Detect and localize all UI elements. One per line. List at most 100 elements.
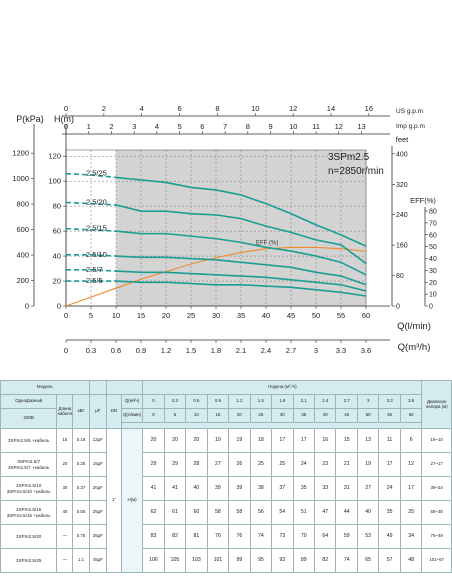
- table-head-value: 73: [271, 524, 294, 549]
- m3h-axis-tick-label: 2.7: [286, 346, 296, 355]
- table-head-value: 17: [378, 452, 401, 477]
- table-head-value: 93: [271, 548, 294, 573]
- head-curve-dashed: [65, 172, 117, 179]
- lmin-axis-tick-label: 30: [212, 311, 220, 320]
- speed-label: n=2850r/min: [328, 166, 384, 177]
- table-head-value: 83: [142, 524, 165, 549]
- q-m3h-value: 0: [142, 394, 165, 409]
- lmin-axis-tick-label: 15: [137, 311, 145, 320]
- eff-axis-tick-label: 60: [429, 232, 437, 239]
- table-head-value: 27: [356, 476, 380, 501]
- p-axis-tick-label: 0: [25, 302, 29, 311]
- table-model-cell: 3SPm2.5/5 +кабель: [0, 428, 58, 453]
- table-head-value: 41: [163, 476, 187, 501]
- eff-curve-label: EFF (%): [256, 241, 278, 247]
- lmin-axis-tick-label: 50: [312, 311, 320, 320]
- table-head-value: 18: [249, 428, 273, 453]
- table-head-value: 11: [378, 428, 401, 453]
- table-head-value: 33: [313, 476, 337, 501]
- eff-axis-tick-label: 30: [429, 268, 437, 275]
- table-row: 3SPm2.5/20—0.75 35µF 83 82 81 76 76 74 73 70 64 59 5…: [0, 524, 452, 549]
- table-head-value: 27: [206, 452, 230, 477]
- q-m3h-value: 0.6: [185, 394, 208, 409]
- table-row: 3SPm2.5/10 3SPm2.5/10 +кабель 30 0.37 20µF 41…: [0, 476, 452, 501]
- table-head-value: 20: [142, 428, 165, 453]
- us-gpm-axis-tick-label: 6: [177, 104, 181, 113]
- lmin-axis-tick-label: 25: [187, 311, 195, 320]
- us-gpm-axis-tick-label: 4: [140, 104, 144, 113]
- eff-axis-tick-label: 70: [429, 220, 437, 227]
- table-head-value: 31: [335, 476, 358, 501]
- q-m3h-value: 3.3: [378, 394, 401, 409]
- table-header-blank: [106, 380, 144, 395]
- q-m3h-value: 3.6: [399, 394, 423, 409]
- p-axis-title: P(kPa): [16, 114, 44, 124]
- table-model-cell: 3SPm2.5/15 3SPm2.5/15 +кабель: [0, 500, 58, 525]
- m3h-axis-tick-label: 1.2: [161, 346, 171, 355]
- table-head-value: 48: [399, 548, 423, 573]
- lmin-axis-tick-label: 35: [237, 311, 245, 320]
- table-kw-cell: 0.18: [72, 428, 90, 453]
- eff-axis-tick-label: 20: [429, 280, 437, 287]
- table-head-value: 25: [249, 452, 273, 477]
- table-head-value: 54: [271, 500, 294, 525]
- table-row: Однофазный Длина кабеля кВт µF DN Q(м³/ч) 0 0.3…: [0, 394, 452, 429]
- table-header-voltage: 220В: [0, 408, 58, 429]
- eff-axis-tick-label: 40: [429, 256, 437, 263]
- table-head-value: 21: [335, 452, 358, 477]
- h-axis-tick-label: 80: [53, 202, 61, 211]
- table-head-value: 26: [228, 452, 251, 477]
- table-model-cell: 3SPm2.5/25: [0, 548, 58, 573]
- q-lmin-value: 50: [356, 408, 380, 423]
- head-curve-dashed: [66, 269, 117, 272]
- table-head-value: 65: [356, 548, 380, 573]
- m3h-axis-tick-label: 1.8: [211, 346, 221, 355]
- table-head-value: 29: [163, 452, 187, 477]
- table-head-value: 23: [313, 452, 337, 477]
- table-kw-cell: 1.1: [72, 548, 90, 573]
- table-head-value: 53: [356, 524, 380, 549]
- head-curve-dashed: [65, 201, 117, 206]
- imp-gpm-axis-tick-label: 6: [200, 122, 204, 131]
- table-head-value: 19: [206, 428, 230, 453]
- us-gpm-axis-tick-label: 8: [215, 104, 219, 113]
- table-head-value: 49: [378, 524, 401, 549]
- table-cable-cell: 20: [56, 452, 74, 477]
- m3h-axis-tick-label: 3.6: [361, 346, 371, 355]
- q-m3h-value: 2.1: [292, 394, 316, 409]
- table-head-value: 35: [378, 500, 401, 525]
- table-head-value: 29: [142, 452, 165, 477]
- m3h-axis-tick-label: 0.9: [136, 346, 146, 355]
- q-m3h-value: 3: [356, 394, 380, 409]
- lmin-axis-title: Q(l/min): [397, 321, 431, 332]
- table-head-value: 82: [313, 548, 337, 573]
- q-m3h-value: 2.7: [335, 394, 358, 409]
- table-cable-cell: 15: [56, 428, 74, 453]
- imp-gpm-axis-tick-label: 10: [289, 122, 297, 131]
- table-head-value: 24: [378, 476, 401, 501]
- q-m3h-value: 1.5: [249, 394, 273, 409]
- imp-gpm-axis-tick-label: 13: [357, 122, 365, 131]
- table-kw-cell: 0.55: [72, 500, 90, 525]
- imp-gpm-axis-tick-label: 3: [132, 122, 136, 131]
- imp-gpm-axis-tick-label: 4: [155, 122, 159, 131]
- table-head-value: 58: [206, 500, 230, 525]
- m3h-axis-title: Q(m³/h): [398, 342, 431, 353]
- us-gpm-axis-tick-label: 14: [327, 104, 335, 113]
- table-row: 3SPm2.5/7 3SPm2.5/7 +кабель 20 0.25 15µF 29 29…: [0, 452, 452, 477]
- feet-axis-tick-label: 0: [396, 304, 400, 311]
- q-lmin-value: 5: [163, 408, 187, 423]
- imp-gpm-axis-tick-label: 9: [268, 122, 272, 131]
- series-label: 2.5/15: [86, 224, 107, 233]
- lmin-axis-tick-label: 20: [162, 311, 170, 320]
- q-m3h-value: 1.8: [271, 394, 294, 409]
- table-range-cell: 19~10: [421, 428, 452, 453]
- model-label: 3SPm2.5: [328, 152, 370, 163]
- m3h-axis-tick-label: 3: [314, 346, 318, 355]
- table-header-kw: кВт: [72, 394, 90, 429]
- us-gpm-axis-tick-label: 2: [102, 104, 106, 113]
- table-head-value: 13: [356, 428, 380, 453]
- table-range-cell: 76~49: [421, 524, 452, 549]
- lmin-axis-tick-label: 55: [337, 311, 345, 320]
- table-cable-cell: —: [56, 548, 74, 573]
